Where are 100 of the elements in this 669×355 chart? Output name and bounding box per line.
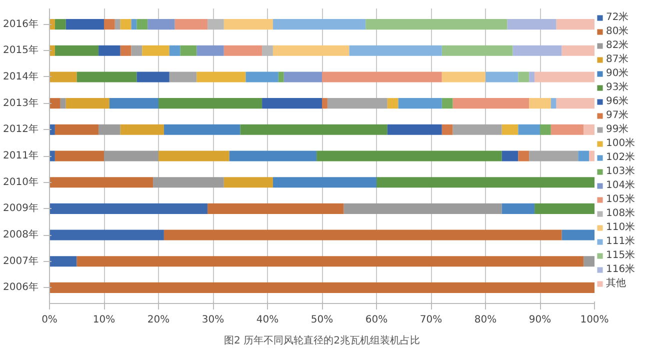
legend-label: 93米 bbox=[606, 80, 629, 94]
bar bbox=[502, 203, 535, 214]
bar bbox=[502, 124, 518, 135]
bar bbox=[66, 98, 110, 109]
x-tick-label: 100% bbox=[580, 314, 609, 326]
bar bbox=[540, 124, 551, 135]
bar bbox=[76, 256, 584, 267]
y-tick-label: 2011年 bbox=[3, 150, 39, 162]
y-tick-label: 2007年 bbox=[3, 254, 39, 267]
bar bbox=[109, 98, 158, 109]
bar bbox=[344, 203, 502, 214]
bar bbox=[262, 45, 273, 56]
bar bbox=[486, 72, 518, 82]
caption: 图2 历年不同风轮直径的2兆瓦机组装机占比 bbox=[224, 334, 420, 346]
bar bbox=[229, 150, 317, 162]
bar bbox=[158, 150, 230, 162]
bar bbox=[50, 282, 594, 293]
legend-label: 97米 bbox=[606, 108, 629, 122]
bar bbox=[136, 19, 148, 30]
bar bbox=[224, 177, 273, 188]
bar bbox=[550, 98, 556, 109]
bar bbox=[50, 98, 60, 109]
bar bbox=[512, 45, 562, 56]
bar bbox=[169, 45, 180, 56]
bar bbox=[376, 177, 594, 188]
bar bbox=[50, 203, 208, 214]
bar bbox=[196, 72, 246, 82]
bar bbox=[208, 19, 224, 30]
bar bbox=[120, 124, 164, 135]
bar bbox=[584, 124, 594, 135]
bar bbox=[518, 124, 540, 135]
bar bbox=[452, 98, 530, 109]
legend-label: 90米 bbox=[606, 66, 629, 80]
bar bbox=[50, 230, 164, 240]
bar bbox=[54, 124, 99, 135]
y-tick-label: 2012年 bbox=[3, 123, 39, 136]
bar bbox=[562, 230, 594, 240]
bar bbox=[148, 19, 175, 30]
bar bbox=[104, 150, 158, 162]
bar bbox=[589, 150, 594, 162]
bar bbox=[584, 256, 594, 267]
bar bbox=[196, 45, 224, 56]
bar bbox=[131, 19, 137, 30]
legend-label: 100米 bbox=[606, 136, 636, 150]
bar bbox=[224, 19, 273, 30]
bar bbox=[366, 19, 508, 30]
y-tick-label: 2010年 bbox=[3, 176, 39, 188]
bar bbox=[98, 124, 120, 135]
bar bbox=[518, 150, 530, 162]
x-tick-label: 10% bbox=[92, 314, 116, 326]
bar bbox=[66, 19, 104, 30]
bar bbox=[452, 124, 502, 135]
bar bbox=[327, 98, 388, 109]
x-tick-label: 90% bbox=[528, 314, 552, 326]
bar bbox=[208, 203, 344, 214]
legend-label: 108米 bbox=[606, 206, 636, 220]
bar bbox=[349, 45, 442, 56]
bar bbox=[50, 256, 77, 267]
legend-label: 99米 bbox=[606, 122, 629, 136]
bar bbox=[556, 19, 594, 30]
y-tick-label: 2008年 bbox=[3, 228, 39, 241]
bar bbox=[518, 72, 530, 82]
bar bbox=[529, 72, 535, 82]
x-tick-label: 40% bbox=[256, 314, 279, 326]
bar bbox=[158, 98, 262, 109]
legend-label: 115米 bbox=[606, 248, 636, 262]
bar bbox=[60, 98, 66, 109]
bar bbox=[578, 150, 590, 162]
legend-label: 116米 bbox=[606, 262, 636, 276]
bar bbox=[529, 150, 578, 162]
bar bbox=[534, 203, 594, 214]
bar bbox=[54, 45, 99, 56]
bar bbox=[136, 72, 170, 82]
legend-label: 其他 bbox=[606, 276, 626, 290]
x-tick-label: 70% bbox=[420, 314, 442, 326]
bar bbox=[98, 45, 120, 56]
bar bbox=[76, 72, 137, 82]
legend-label: 72米 bbox=[606, 10, 629, 24]
bar bbox=[153, 177, 224, 188]
bar bbox=[50, 150, 55, 162]
y-tick-label: 2009年 bbox=[3, 202, 39, 214]
bar bbox=[556, 98, 594, 109]
bar bbox=[50, 177, 154, 188]
bar bbox=[272, 19, 366, 30]
x-tick-label: 30% bbox=[202, 314, 224, 326]
bar bbox=[246, 72, 278, 82]
legend-label: 104米 bbox=[606, 178, 636, 192]
bar bbox=[278, 72, 284, 82]
bar bbox=[120, 45, 132, 56]
bar bbox=[262, 98, 322, 109]
bar bbox=[387, 98, 398, 109]
bar bbox=[387, 124, 442, 135]
bar bbox=[54, 19, 66, 30]
bar bbox=[534, 72, 594, 82]
bar bbox=[131, 45, 142, 56]
legend-label: 102米 bbox=[606, 150, 636, 164]
x-tick-label: 50% bbox=[310, 314, 334, 326]
legend-label: 111米 bbox=[606, 234, 636, 248]
legend-label: 103米 bbox=[606, 164, 636, 178]
x-tick-label: 80% bbox=[474, 314, 497, 326]
